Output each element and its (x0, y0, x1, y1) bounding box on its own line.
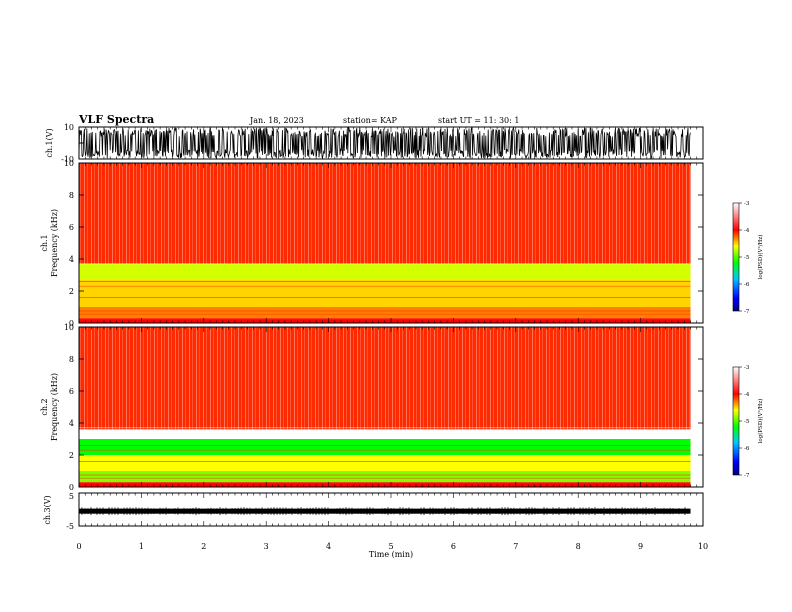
ch2-colorbar: -3 -4 -5 -6 -7 log(PSD)(V²/Hz) (732, 365, 764, 479)
frequency-tick-label: 4 (69, 255, 74, 264)
ch1-spectrogram-image (79, 163, 703, 323)
frequency-tick-label: 0 (69, 483, 74, 492)
colorbar-tick-label: -5 (744, 419, 750, 425)
frequency-tick-label: 6 (69, 223, 74, 232)
ch1-frequency-ylabel: Frequency (kHz) (50, 209, 59, 277)
colorbar-tick-label: -7 (744, 309, 750, 315)
frequency-tick-label: 2 (69, 287, 74, 296)
ch1-colorbar: -3 -4 -5 -6 -7 log(PSD)(V²/Hz) (732, 201, 764, 315)
colorbar-tick-label: -6 (744, 446, 750, 452)
spectrogram-band (79, 471, 691, 483)
colorbar-tick-label: -3 (744, 365, 750, 371)
colorbar-tick-label: -7 (744, 473, 750, 479)
time-tick-label: 1 (139, 542, 144, 551)
ch1-colorbar-label: log(PSD)(V²/Hz) (757, 235, 764, 280)
time-axis: 0 1 2 3 4 5 6 7 8 9 10 (76, 127, 708, 551)
frequency-tick-label: 6 (69, 387, 74, 396)
ch1-spec-channel-label: ch.1 (40, 234, 49, 251)
ch1-frequency-ticks: 0 2 4 6 8 10 (64, 159, 703, 328)
frequency-tick-label: 8 (69, 355, 74, 364)
ch1-spectrogram-panel: 0 2 4 6 8 10 ch.1 Frequency (kHz) -3 -4 -5 -6 -7 … (40, 159, 764, 328)
time-tick-label: 9 (638, 542, 643, 551)
time-tick-label: 10 (698, 542, 708, 551)
colorbar-tick-label: -4 (744, 392, 750, 398)
spectrogram-band (79, 307, 691, 319)
ch2-frequency-ticks: 0 2 4 6 8 10 (64, 323, 703, 492)
frequency-tick-label: 10 (64, 323, 74, 332)
ch3-waveform-trace (78, 507, 691, 516)
ch2-spectrogram-image (79, 327, 703, 487)
ch1-ytick-bottom: -10 (61, 155, 74, 164)
frequency-tick-label: 10 (64, 159, 74, 168)
time-tick-label: 0 (76, 542, 81, 551)
time-tick-label: 4 (326, 542, 331, 551)
ch1-waveform-panel: 10 -10 ch.1(V) (45, 123, 704, 164)
station-label: station= KAP (343, 116, 398, 125)
time-tick-label: 3 (264, 542, 269, 551)
colorbar-tick-label: -6 (744, 282, 750, 288)
ch3-ylabel: ch.3(V) (43, 495, 52, 524)
frequency-tick-label: 2 (69, 451, 74, 460)
time-tick-label: 5 (388, 542, 393, 551)
time-tick-label: 8 (576, 542, 581, 551)
ch1-ytick-top: 10 (64, 123, 74, 132)
ch2-spectrogram-panel: 0 2 4 6 8 10 ch.2 Frequency (kHz) -3 -4 -5 -6 -7 … (40, 323, 764, 492)
figure-title: VLF Spectra (78, 113, 154, 126)
ch3-ytick-top: 5 (69, 492, 74, 501)
ch2-frequency-ylabel: Frequency (kHz) (50, 373, 59, 441)
date-label: Jan. 18, 2023 (249, 116, 304, 125)
time-axis-label: Time (min) (369, 550, 413, 559)
ch3-ytick-bottom: -5 (66, 522, 74, 531)
time-tick-label: 2 (201, 542, 206, 551)
colorbar-tick-label: -3 (744, 201, 750, 207)
frequency-tick-label: 0 (69, 319, 74, 328)
spectrogram-band (79, 263, 691, 280)
start-time-label: start UT = 11: 30: 1 (438, 116, 519, 125)
ch2-colorbar-label: log(PSD)(V²/Hz) (757, 399, 764, 444)
ch3-waveform-panel: 5 -5 ch.3(V) (43, 492, 704, 531)
ch2-spec-channel-label: ch.2 (40, 398, 49, 415)
spectrogram-band (79, 439, 691, 455)
spectrogram-band (79, 455, 691, 471)
colorbar-tick-label: -4 (744, 228, 750, 234)
ch1-ylabel: ch.1(V) (45, 128, 54, 157)
time-tick-label: 7 (513, 542, 518, 551)
time-tick-label: 6 (451, 542, 456, 551)
frequency-tick-label: 8 (69, 191, 74, 200)
ch1-waveform-trace (78, 126, 691, 160)
colorbar-tick-label: -5 (744, 255, 750, 261)
spectrogram-band (79, 279, 691, 307)
ch1-waveform-line (78, 126, 691, 160)
frequency-tick-label: 4 (69, 419, 74, 428)
